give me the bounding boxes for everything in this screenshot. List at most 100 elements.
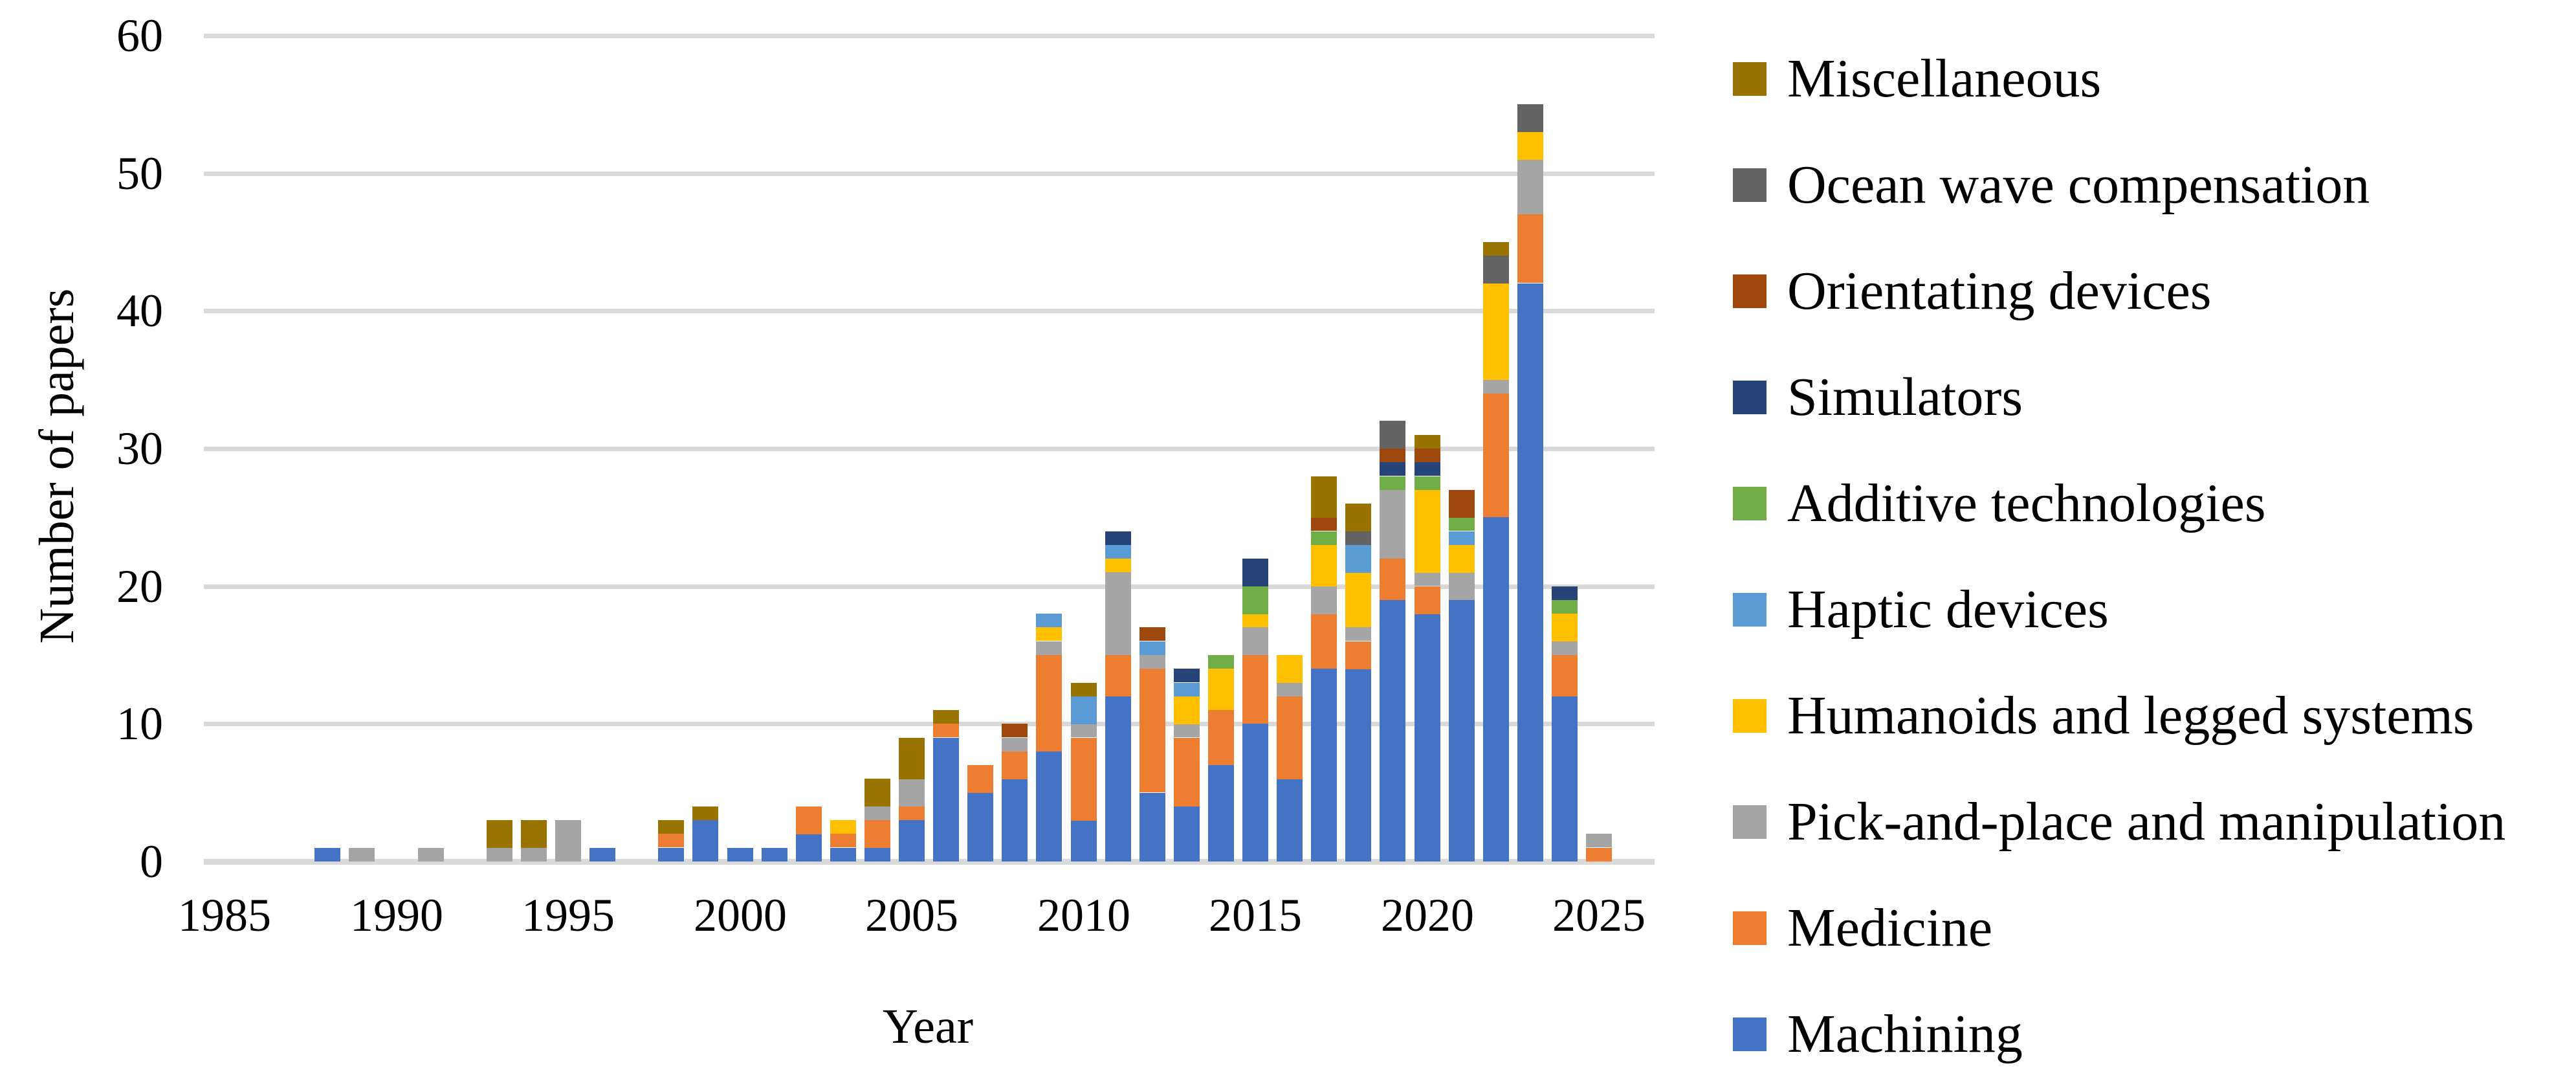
bar-2007-medicine — [967, 765, 993, 793]
bar-2007-machining — [967, 793, 993, 862]
bar-1996-machining — [589, 848, 615, 862]
bar-2018-medicine — [1345, 641, 1371, 669]
bar-2017-additive-technologies — [1311, 531, 1337, 545]
legend-label: Miscellaneous — [1787, 49, 2102, 109]
bar-2024-pick-and-place-and-manipulation — [1552, 641, 1578, 655]
bar-2020-orientating-devices — [1415, 449, 1440, 462]
gridline-20 — [204, 584, 1655, 589]
x-axis-line — [204, 859, 1655, 865]
bar-2010-pick-and-place-and-manipulation — [1071, 724, 1097, 737]
bar-2017-medicine — [1311, 614, 1337, 669]
bar-2016-medicine — [1277, 696, 1303, 779]
bar-1998-miscellaneous — [658, 820, 684, 834]
bar-2018-humanoids-and-legged-systems — [1345, 572, 1371, 627]
bar-2018-pick-and-place-and-manipulation — [1345, 627, 1371, 641]
bar-2004-miscellaneous — [864, 779, 890, 807]
legend-label: Haptic devices — [1787, 579, 2109, 640]
bar-2016-machining — [1277, 779, 1303, 862]
legend-swatch-miscellaneous — [1733, 62, 1767, 96]
bar-2021-haptic-devices — [1449, 531, 1475, 545]
y-tick-label-10: 10 — [116, 698, 163, 750]
gridline-50 — [204, 172, 1655, 176]
y-tick-label-50: 50 — [116, 148, 163, 199]
bar-2006-miscellaneous — [933, 710, 959, 724]
legend-label: Additive technologies — [1787, 473, 2266, 533]
bar-2021-additive-technologies — [1449, 517, 1475, 531]
x-tick-label-2010: 2010 — [1037, 889, 1130, 941]
bar-2008-machining — [1002, 779, 1028, 862]
y-tick-label-30: 30 — [116, 423, 163, 474]
bar-2013-humanoids-and-legged-systems — [1174, 696, 1200, 724]
legend-label: Simulators — [1787, 367, 2023, 427]
bar-2013-haptic-devices — [1174, 683, 1200, 696]
bar-2025-medicine — [1586, 848, 1612, 862]
bar-2004-machining — [864, 848, 890, 862]
bar-2021-orientating-devices — [1449, 490, 1475, 518]
bar-2019-pick-and-place-and-manipulation — [1380, 490, 1405, 559]
bar-2006-machining — [933, 738, 959, 862]
y-tick-label-40: 40 — [116, 285, 163, 337]
bar-2024-simulators — [1552, 586, 1578, 600]
bar-2016-pick-and-place-and-manipulation — [1277, 683, 1303, 696]
legend-swatch-ocean-wave-compensation — [1733, 168, 1767, 202]
bar-2001-machining — [762, 848, 787, 862]
bar-2004-medicine — [864, 820, 890, 848]
legend-swatch-pick-and-place-and-manipulation — [1733, 805, 1767, 839]
bar-2020-medicine — [1415, 586, 1440, 614]
x-tick-label-1990: 1990 — [350, 889, 443, 941]
bar-2020-pick-and-place-and-manipulation — [1415, 572, 1440, 586]
bar-2017-miscellaneous — [1311, 476, 1337, 518]
bar-1993-pick-and-place-and-manipulation — [487, 848, 512, 862]
bar-2018-miscellaneous — [1345, 504, 1371, 531]
bar-2010-machining — [1071, 820, 1097, 862]
bar-1999-machining — [692, 820, 718, 862]
x-tick-label-1995: 1995 — [522, 889, 615, 941]
bar-2011-medicine — [1105, 655, 1131, 696]
bar-2014-machining — [1208, 765, 1234, 862]
bar-2005-medicine — [899, 807, 925, 820]
bar-2011-machining — [1105, 696, 1131, 862]
x-tick-label-1985: 1985 — [178, 889, 271, 941]
bar-2011-haptic-devices — [1105, 545, 1131, 559]
bar-2017-humanoids-and-legged-systems — [1311, 545, 1337, 586]
bar-2002-machining — [796, 834, 822, 862]
bar-2022-miscellaneous — [1483, 242, 1509, 256]
bar-2005-machining — [899, 820, 925, 862]
bar-2012-pick-and-place-and-manipulation — [1139, 655, 1165, 669]
bar-2019-orientating-devices — [1380, 449, 1405, 462]
x-tick-label-2020: 2020 — [1381, 889, 1474, 941]
bar-1989-pick-and-place-and-manipulation — [349, 848, 375, 862]
gridline-60 — [204, 34, 1655, 38]
bar-2014-additive-technologies — [1208, 655, 1234, 669]
legend-label: Medicine — [1787, 898, 1993, 958]
bar-2023-machining — [1517, 284, 1543, 862]
bar-2010-medicine — [1071, 738, 1097, 821]
bar-2025-pick-and-place-and-manipulation — [1586, 834, 1612, 847]
bar-2013-machining — [1174, 807, 1200, 862]
legend-swatch-medicine — [1733, 911, 1767, 945]
bar-2018-haptic-devices — [1345, 545, 1371, 573]
bar-1995-pick-and-place-and-manipulation — [555, 820, 581, 862]
bar-2012-medicine — [1139, 669, 1165, 792]
x-tick-label-2025: 2025 — [1552, 889, 1646, 941]
bar-2013-simulators — [1174, 669, 1200, 682]
bar-2004-pick-and-place-and-manipulation — [864, 807, 890, 820]
bar-2022-machining — [1483, 517, 1509, 862]
bar-2015-machining — [1242, 724, 1268, 862]
bar-2021-pick-and-place-and-manipulation — [1449, 572, 1475, 600]
bar-2012-orientating-devices — [1139, 627, 1165, 641]
y-tick-label-20: 20 — [116, 561, 163, 612]
bar-2022-pick-and-place-and-manipulation — [1483, 380, 1509, 394]
bar-2022-medicine — [1483, 394, 1509, 517]
bar-2011-humanoids-and-legged-systems — [1105, 559, 1131, 572]
legend-swatch-simulators — [1733, 381, 1767, 414]
bar-1998-machining — [658, 848, 684, 862]
bar-2019-machining — [1380, 600, 1405, 862]
bar-2022-humanoids-and-legged-systems — [1483, 284, 1509, 380]
x-tick-label-2015: 2015 — [1209, 889, 1302, 941]
bar-2015-medicine — [1242, 655, 1268, 724]
bar-2018-machining — [1345, 669, 1371, 862]
bar-1993-miscellaneous — [487, 820, 512, 848]
bar-2015-pick-and-place-and-manipulation — [1242, 627, 1268, 655]
gridline-10 — [204, 722, 1655, 726]
